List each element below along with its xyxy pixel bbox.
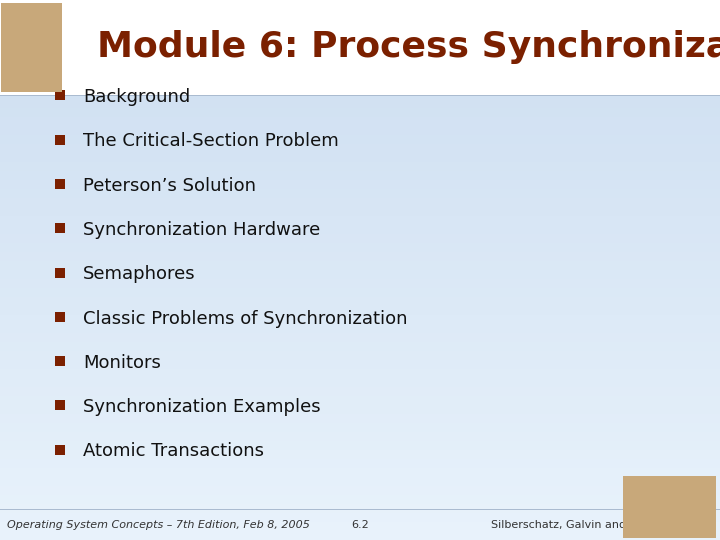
Bar bbox=[0, 207, 720, 216]
Bar bbox=[0, 225, 720, 234]
Bar bbox=[0, 135, 720, 144]
Bar bbox=[0, 396, 720, 405]
Bar bbox=[0, 252, 720, 261]
Bar bbox=[0, 94, 720, 96]
Bar bbox=[0, 216, 720, 225]
Bar bbox=[0, 477, 720, 486]
Bar bbox=[0, 243, 720, 252]
Bar bbox=[0, 261, 720, 270]
Bar bbox=[0, 54, 720, 63]
Bar bbox=[0, 45, 720, 54]
Bar bbox=[0, 27, 720, 36]
Bar bbox=[0, 504, 720, 513]
Bar bbox=[0, 9, 720, 18]
Bar bbox=[0, 486, 720, 495]
Bar bbox=[0, 459, 720, 468]
Bar bbox=[0, 279, 720, 288]
Bar bbox=[0, 423, 720, 432]
Text: Operating System Concepts – 7th Edition, Feb 8, 2005: Operating System Concepts – 7th Edition,… bbox=[7, 520, 310, 530]
Text: The Critical-Section Problem: The Critical-Section Problem bbox=[83, 132, 338, 151]
Bar bbox=[55, 312, 66, 322]
Bar bbox=[0, 531, 720, 540]
Bar bbox=[0, 315, 720, 324]
Bar bbox=[0, 171, 720, 180]
Bar bbox=[0, 495, 720, 504]
Bar bbox=[0, 441, 720, 450]
Bar bbox=[0, 153, 720, 162]
Bar bbox=[55, 134, 66, 145]
Bar bbox=[0, 270, 720, 279]
Bar bbox=[0, 378, 720, 387]
Bar bbox=[0, 522, 720, 531]
Bar bbox=[0, 333, 720, 342]
Bar bbox=[0, 144, 720, 153]
Bar bbox=[0, 108, 720, 117]
Bar bbox=[55, 267, 66, 278]
Bar bbox=[0, 162, 720, 171]
Bar bbox=[0, 81, 720, 90]
Text: Synchronization Hardware: Synchronization Hardware bbox=[83, 221, 320, 239]
Text: Semaphores: Semaphores bbox=[83, 265, 195, 284]
Bar bbox=[55, 400, 66, 410]
Bar bbox=[55, 444, 66, 455]
Bar bbox=[0, 342, 720, 351]
FancyBboxPatch shape bbox=[1, 3, 62, 92]
Bar bbox=[55, 90, 66, 100]
Text: Synchronization Examples: Synchronization Examples bbox=[83, 398, 320, 416]
Bar bbox=[0, 414, 720, 423]
Text: Silberschatz, Galvin and Gagne © 2005: Silberschatz, Galvin and Gagne © 2005 bbox=[492, 520, 713, 530]
Bar bbox=[0, 72, 720, 81]
Bar bbox=[0, 351, 720, 360]
Bar bbox=[0, 180, 720, 189]
Text: Peterson’s Solution: Peterson’s Solution bbox=[83, 177, 256, 195]
Bar bbox=[0, 297, 720, 306]
Bar bbox=[0, 324, 720, 333]
Bar bbox=[0, 126, 720, 135]
Bar bbox=[0, 432, 720, 441]
Bar bbox=[0, 234, 720, 243]
FancyBboxPatch shape bbox=[623, 476, 716, 538]
Bar bbox=[0, 117, 720, 126]
Bar bbox=[55, 179, 66, 189]
Bar bbox=[0, 36, 720, 45]
Bar bbox=[0, 360, 720, 369]
Bar bbox=[0, 90, 720, 99]
Bar bbox=[0, 0, 720, 9]
Bar bbox=[0, 18, 720, 27]
Bar bbox=[0, 513, 720, 522]
Bar bbox=[0, 405, 720, 414]
Bar bbox=[0, 509, 720, 510]
Bar bbox=[55, 356, 66, 366]
Bar bbox=[0, 468, 720, 477]
Text: 6.2: 6.2 bbox=[351, 520, 369, 530]
Bar bbox=[0, 0, 720, 94]
Text: Monitors: Monitors bbox=[83, 354, 161, 372]
Text: Classic Problems of Synchronization: Classic Problems of Synchronization bbox=[83, 309, 408, 328]
Bar bbox=[0, 99, 720, 108]
Bar bbox=[0, 63, 720, 72]
Text: Atomic Transactions: Atomic Transactions bbox=[83, 442, 264, 461]
Bar bbox=[0, 288, 720, 297]
Bar bbox=[0, 198, 720, 207]
Bar bbox=[0, 306, 720, 315]
Text: Background: Background bbox=[83, 88, 190, 106]
Bar bbox=[0, 450, 720, 459]
Bar bbox=[0, 189, 720, 198]
Bar bbox=[0, 369, 720, 378]
Bar bbox=[55, 223, 66, 233]
Bar bbox=[0, 387, 720, 396]
Text: Module 6: Process Synchronization: Module 6: Process Synchronization bbox=[97, 30, 720, 64]
